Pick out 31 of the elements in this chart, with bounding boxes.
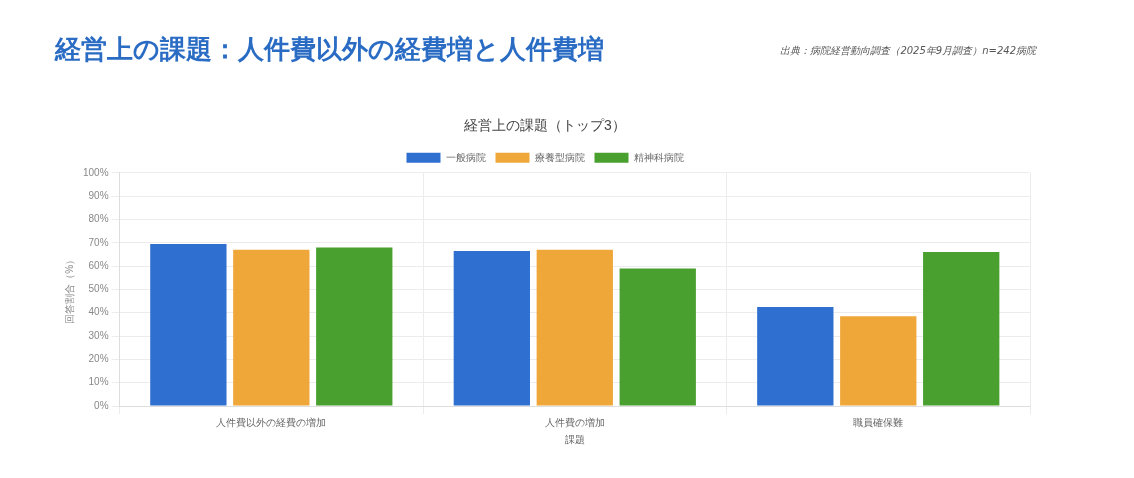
y-tick-label: 80% (88, 213, 109, 225)
bar (619, 268, 696, 406)
y-tick-label: 40% (88, 306, 109, 318)
y-tick-label: 50% (88, 283, 109, 295)
legend-label: 療養型病院 (534, 151, 585, 163)
y-tick-label: 90% (88, 189, 109, 201)
bar (453, 250, 530, 406)
x-tick-label: 職員確保難 (853, 416, 904, 428)
x-tick-label: 人件費以外の経費の増加 (216, 416, 327, 428)
y-tick-label: 0% (94, 399, 109, 411)
y-tick-label: 70% (88, 236, 109, 248)
legend-label: 精神科病院 (633, 151, 684, 163)
x-axis-title: 課題 (564, 433, 585, 445)
y-axis-title: 回答割合（%） (63, 254, 75, 324)
x-tick-label: 人件費の増加 (544, 416, 605, 428)
bar (840, 316, 917, 406)
bar (757, 306, 834, 406)
bar (316, 247, 393, 406)
bar (923, 252, 1000, 406)
y-tick-label: 60% (88, 259, 109, 271)
bar (536, 249, 613, 406)
y-tick-label: 100% (83, 166, 109, 178)
y-tick-label: 20% (88, 353, 109, 365)
legend-label: 一般病院 (445, 151, 486, 163)
chart-subtitle: 経営上の課題：人件費以外の経費増と人件費増 (55, 33, 604, 66)
y-tick-label: 10% (88, 376, 109, 388)
bar (150, 243, 227, 406)
y-tick-label: 30% (88, 329, 109, 341)
chart-title: 経営上の課題（トップ3） (463, 117, 626, 134)
source-note: 出典：病院経営動向調査（2025年9月調査）n=242病院 (780, 44, 1036, 58)
bar (233, 249, 310, 406)
